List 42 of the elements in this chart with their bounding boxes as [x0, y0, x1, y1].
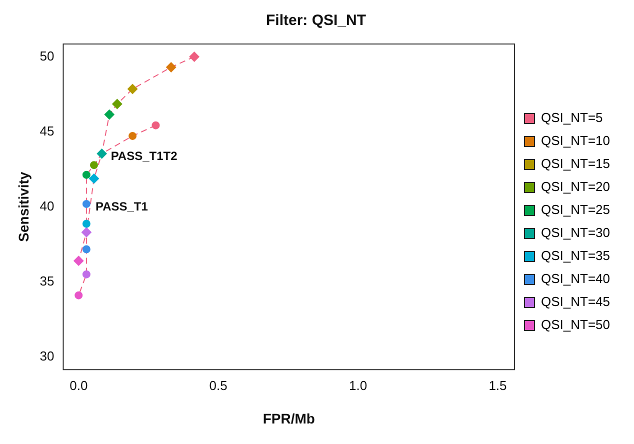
- y-tick-label: 40: [40, 198, 54, 214]
- point: [82, 170, 90, 179]
- annotation: PASS_T1: [95, 199, 148, 214]
- x-tick-label: 1.0: [348, 378, 368, 393]
- point: [152, 121, 160, 130]
- point: [74, 256, 84, 266]
- y-tick-label: 35: [40, 273, 54, 288]
- point: [128, 84, 138, 94]
- point: [82, 245, 90, 254]
- y-tick-label: 45: [40, 123, 54, 138]
- point: [112, 99, 122, 110]
- point: [96, 148, 107, 159]
- point: [189, 52, 200, 62]
- y-tick-label: 30: [40, 348, 54, 364]
- legend-label: QSI_NT=10: [540, 133, 610, 148]
- x-tick-label: 1.5: [488, 378, 507, 393]
- legend-label: QSI_NT=35: [540, 248, 610, 264]
- point: [88, 174, 99, 184]
- point: [82, 220, 90, 228]
- legend-label: QSI_NT=40: [540, 271, 610, 286]
- legend-label: QSI_NT=25: [540, 202, 610, 218]
- point: [104, 110, 114, 120]
- y-axis-title: Sensitivity: [15, 172, 32, 242]
- legend-label: QSI_NT=20: [540, 179, 610, 194]
- point: [74, 291, 83, 300]
- point: [90, 161, 98, 170]
- point: [128, 132, 137, 140]
- legend-label: QSI_NT=45: [540, 294, 610, 310]
- x-tick-label: 0.5: [209, 378, 228, 393]
- chart-title: Filter: QSI_NT: [266, 12, 366, 30]
- legend-label: QSI_NT=15: [540, 156, 610, 172]
- y-tick-label: 50: [40, 48, 54, 64]
- point: [81, 227, 92, 238]
- legend-label: QSI_NT=50: [540, 317, 610, 332]
- x-axis-title: FPR/Mb: [262, 410, 315, 426]
- legend-label: QSI_NT=30: [540, 225, 610, 240]
- point: [82, 270, 90, 278]
- x-tick-label: 0.0: [70, 378, 88, 393]
- legend-label: QSI_NT=5: [540, 110, 603, 126]
- point: [82, 200, 90, 208]
- point: [166, 62, 176, 72]
- annotation: PASS_T1T2: [110, 148, 178, 163]
